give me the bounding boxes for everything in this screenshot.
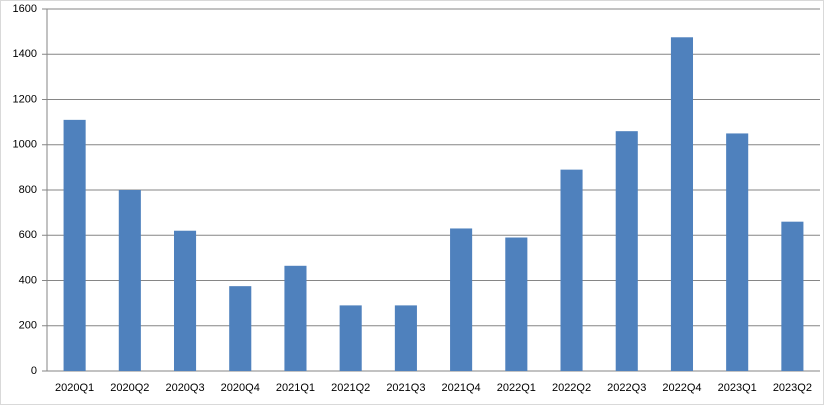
x-tick-label: 2021Q2 xyxy=(331,382,370,394)
bar xyxy=(450,228,473,371)
bar xyxy=(615,131,638,371)
x-tick-label: 2020Q4 xyxy=(221,382,260,394)
x-tick-label: 2021Q4 xyxy=(442,382,481,394)
x-tick-label: 2020Q3 xyxy=(165,382,204,394)
x-tick-label: 2023Q1 xyxy=(718,382,757,394)
bar xyxy=(173,230,197,371)
x-tick-label: 2023Q2 xyxy=(773,382,812,394)
bar xyxy=(118,190,141,371)
x-tick-label: 2021Q3 xyxy=(386,382,425,394)
x-tick-label: 2022Q4 xyxy=(662,382,701,394)
y-tick-label: 1600 xyxy=(13,3,37,15)
x-tick-label: 2021Q1 xyxy=(276,382,315,394)
y-tick-label: 1200 xyxy=(13,93,37,105)
bar xyxy=(339,305,362,371)
y-tick-label: 600 xyxy=(19,229,37,241)
bar xyxy=(63,119,86,371)
y-tick-label: 200 xyxy=(19,320,37,332)
x-tick-label: 2020Q2 xyxy=(110,382,149,394)
x-tick-label: 2020Q1 xyxy=(55,382,94,394)
bar xyxy=(670,37,694,371)
x-tick-label: 2022Q3 xyxy=(607,382,646,394)
y-tick-label: 0 xyxy=(31,365,37,377)
bar xyxy=(394,305,417,371)
bar xyxy=(229,286,252,371)
bar xyxy=(560,169,583,371)
x-tick-label: 2022Q1 xyxy=(497,382,536,394)
y-tick-label: 1400 xyxy=(13,48,37,60)
x-tick-label: 2022Q2 xyxy=(552,382,591,394)
y-tick-label: 400 xyxy=(19,274,37,286)
bar xyxy=(726,133,749,371)
bar xyxy=(505,237,528,371)
y-tick-label: 800 xyxy=(19,184,37,196)
bar xyxy=(284,265,307,371)
bar xyxy=(781,221,804,371)
y-tick-label: 1000 xyxy=(13,139,37,151)
